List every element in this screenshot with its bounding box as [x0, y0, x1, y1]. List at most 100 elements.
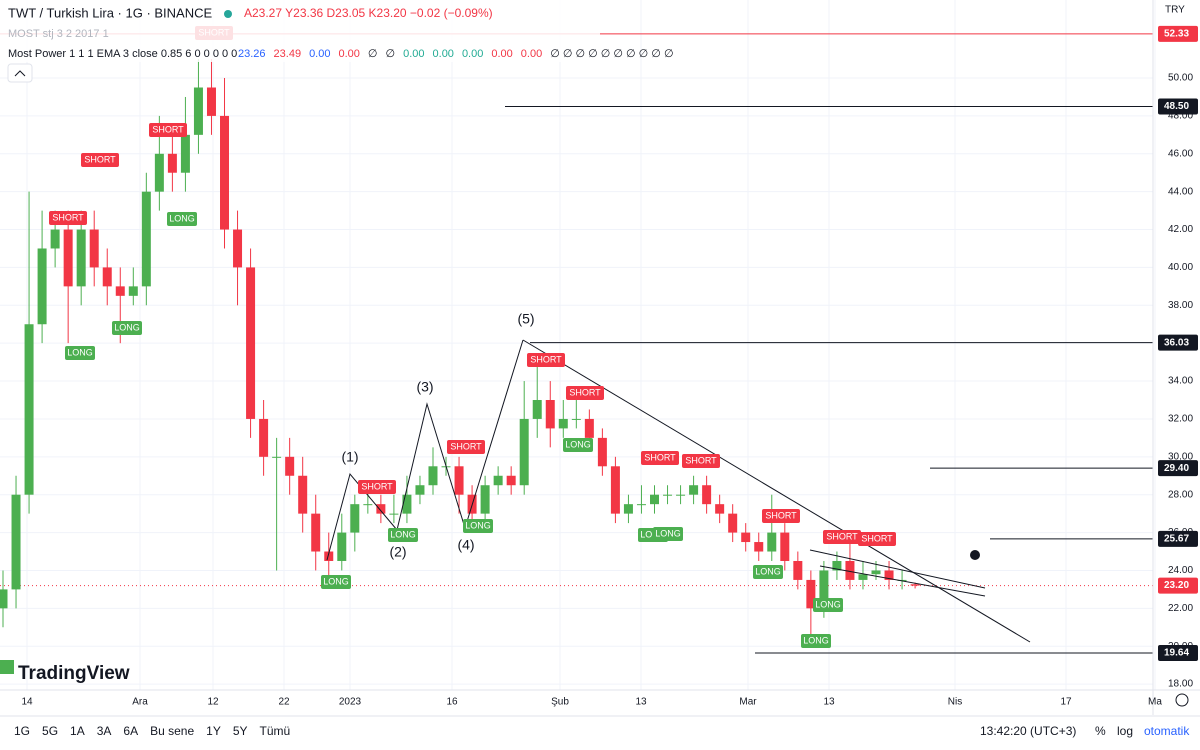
level-label: 19.64: [1164, 648, 1189, 659]
range-button[interactable]: 3A: [97, 724, 112, 738]
range-button[interactable]: 1G: [14, 724, 30, 738]
candle-body: [871, 570, 881, 575]
candle-body: [128, 286, 138, 296]
signal-badge: [762, 509, 800, 523]
signal-badge: [388, 528, 418, 542]
indicator-value: ∅: [368, 48, 378, 60]
settings-icon[interactable]: [1175, 693, 1189, 707]
y-tick-label: 48.00: [1168, 111, 1193, 122]
logo: TradingView: [18, 663, 130, 684]
level-tag: [1158, 98, 1198, 115]
candle-body: [141, 191, 151, 287]
y-tick-label: 24.00: [1168, 565, 1193, 576]
last-price-tag: [1158, 577, 1198, 594]
indicator-value: 0.00: [462, 48, 483, 60]
scale-option[interactable]: %: [1095, 724, 1106, 738]
candle-body: [24, 324, 34, 495]
x-tick-label: Ma: [1148, 697, 1162, 708]
signal-badge: [641, 451, 679, 465]
y-tick-label: 30.00: [1168, 451, 1193, 462]
candle-body: [845, 560, 855, 580]
signal-label: LONG: [755, 566, 781, 576]
candle-body: [363, 504, 373, 506]
level-tag: [1158, 460, 1198, 477]
candle-body: [780, 532, 790, 561]
signal-badge: [813, 598, 843, 612]
candle-body: [728, 513, 738, 533]
signal-badge: [112, 321, 142, 335]
candle-body: [806, 579, 816, 609]
x-tick-label: Mar: [739, 697, 757, 708]
triangle-upper: [809, 549, 986, 589]
range-button[interactable]: 1Y: [206, 724, 221, 738]
x-tick-label: 2023: [339, 697, 362, 708]
indicator-value: 0.00: [491, 48, 512, 60]
candle-body: [298, 475, 308, 514]
y-tick-label: 40.00: [1168, 262, 1193, 273]
y-tick-label: 42.00: [1168, 224, 1193, 235]
signal-label: SHORT: [765, 510, 797, 520]
candle-body: [663, 494, 673, 496]
toolbar: 1G 5G 1A 3A 6A Bu sene 1Y 5Y Tümü 13:42:20 (UTC+3…: [14, 724, 1190, 738]
indicator-values: 23.26 23.49 0.00 0.00 ∅ ∅ 0.00 0.00 0.00 0.00 0.00…: [238, 48, 674, 60]
candle-body: [493, 475, 503, 486]
candle-body: [428, 466, 438, 486]
range-button[interactable]: Tümü: [260, 724, 291, 738]
x-tick-label: Nis: [948, 697, 962, 708]
indicator-value: 0.00: [338, 48, 359, 60]
signal-label: LONG: [169, 213, 195, 223]
signal-label: SHORT: [361, 481, 393, 491]
signal-badge: [653, 527, 683, 541]
signal-badge: [563, 438, 593, 452]
candle-body: [337, 532, 347, 561]
candle-body: [285, 456, 295, 476]
currency[interactable]: TRY: [1165, 5, 1185, 16]
signal-label: SHORT: [530, 354, 562, 364]
range-button[interactable]: 5Y: [233, 724, 248, 738]
clock: 13:42:20 (UTC+3): [980, 724, 1076, 738]
x-tick-label: 17: [1060, 697, 1072, 708]
signal-badge: [358, 480, 396, 494]
range-button[interactable]: 6A: [123, 724, 138, 738]
signal-label: SHORT: [644, 452, 676, 462]
range-button[interactable]: 5G: [42, 724, 58, 738]
x-tick-label: 22: [278, 697, 290, 708]
signal-label: SHORT: [569, 387, 601, 397]
indicator-value: 23.49: [274, 48, 302, 60]
signal-badge: [823, 530, 861, 544]
alarm-icon[interactable]: [970, 550, 980, 560]
signal-label: SHORT: [84, 154, 116, 164]
candle-body: [793, 560, 803, 580]
signal-badge: [463, 519, 493, 533]
indicator-value: 0.00: [521, 48, 542, 60]
time-axis: 14 Ara 12 22 2023 16 Şub 13 Mar 13 Nis 17 Ma: [21, 697, 1162, 708]
level-label: 25.67: [1164, 533, 1189, 544]
scale-option[interactable]: log: [1117, 724, 1133, 738]
candle-body: [206, 87, 216, 116]
candle-body: [558, 418, 568, 429]
candle-body: [233, 229, 243, 268]
ohlc: A23.27 Y23.36 D23.05 K23.20 −0.02 (−0.09…: [244, 6, 493, 20]
candle-body: [754, 542, 764, 552]
last-price-label: 23.20: [1164, 580, 1189, 591]
candle-body: [402, 494, 412, 514]
candle-body: [454, 466, 464, 495]
level-label: 29.40: [1164, 463, 1189, 474]
candle-body: [89, 229, 99, 268]
candle-body: [741, 532, 751, 543]
y-tick-label: 28.00: [1168, 489, 1193, 500]
candle-body: [272, 456, 282, 458]
range-button[interactable]: Bu sene: [150, 724, 194, 738]
candle-body: [220, 115, 230, 230]
candle-body: [506, 475, 516, 486]
range-button[interactable]: 1A: [70, 724, 85, 738]
wave-label: (1): [341, 449, 358, 465]
signal-label: SHORT: [52, 212, 84, 222]
wave-label: (2): [389, 544, 406, 560]
scale-option[interactable]: otomatik: [1144, 724, 1190, 738]
collapse-button[interactable]: [7, 63, 33, 83]
x-tick-label: 13: [823, 697, 835, 708]
signal-badge: [149, 123, 187, 137]
